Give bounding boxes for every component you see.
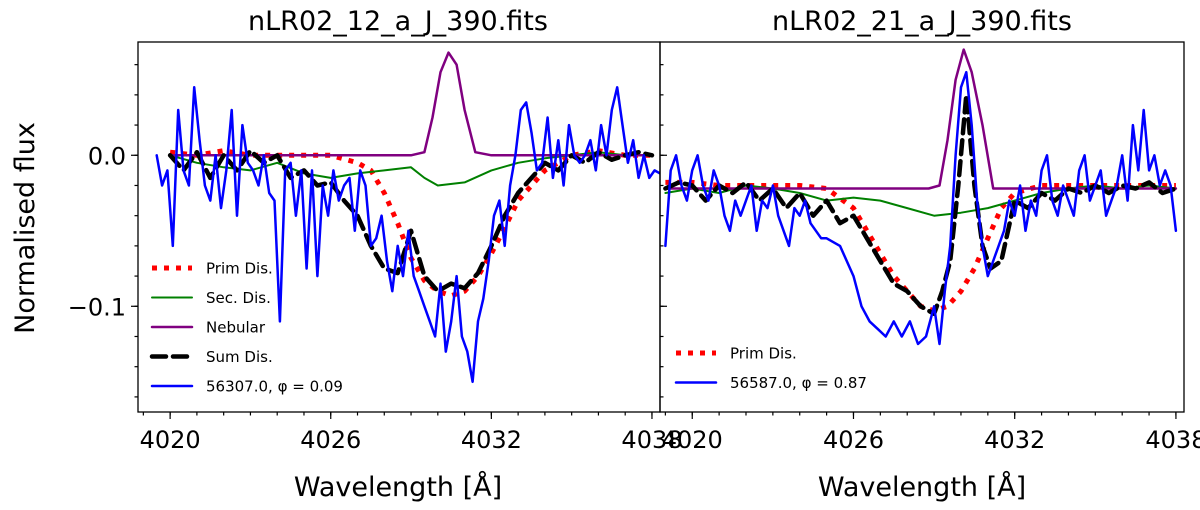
- right-legend: Prim Dis. 56587.0, φ = 0.87: [674, 345, 867, 392]
- x-tick-label: 4032: [461, 426, 522, 454]
- left-panel: nLR02_12_a_J_390.fits 4020 4026 4032 4038 W…: [131, 6, 683, 503]
- series-line-sum-panel-1: [663, 92, 1179, 317]
- legend-label-sum: Sum Dis.: [206, 348, 273, 366]
- left-x-ticks: 4020 4026 4032 4038: [140, 412, 683, 454]
- x-tick-label: 4038: [1145, 426, 1200, 454]
- y-axis-label: Normalised flux: [10, 122, 41, 334]
- x-tick-label: 4026: [300, 426, 361, 454]
- series-line-sec-panel-0: [169, 151, 653, 187]
- y-tick-labels: 0.0 −0.1: [68, 142, 126, 321]
- series-line-neb-panel-0: [168, 51, 654, 157]
- left-y-ticks: [131, 64, 138, 398]
- legend-label-prim: Prim Dis.: [206, 260, 273, 278]
- legend-label-obs: 56587.0, φ = 0.87: [730, 374, 867, 392]
- legend-label-sec: Sec. Dis.: [206, 289, 271, 307]
- series-line-prim-panel-1: [665, 179, 1176, 314]
- x-tick-label: 4020: [662, 426, 723, 454]
- right-plot-area: [663, 48, 1179, 346]
- series-line-sum-panel-0: [167, 148, 655, 294]
- y-tick-label: 0.0: [88, 142, 126, 170]
- right-axes-frame: [659, 41, 1185, 413]
- x-tick-label: 4026: [823, 426, 884, 454]
- series-line-obs-panel-1: [664, 70, 1178, 346]
- left-panel-title: nLR02_12_a_J_390.fits: [248, 6, 548, 37]
- left-plot-area: [155, 51, 660, 384]
- series-line-obs-panel-0: [155, 86, 660, 384]
- left-x-axis-label: Wavelength [Å]: [294, 471, 502, 503]
- legend-label-prim: Prim Dis.: [730, 345, 797, 363]
- legend-label-obs: 56307.0, φ = 0.09: [206, 378, 343, 396]
- x-tick-label: 4020: [140, 426, 201, 454]
- left-legend: Prim Dis. Sec. Dis. Nebular Sum Dis. 56307.0…: [149, 260, 343, 396]
- right-panel-title: nLR02_21_a_J_390.fits: [772, 6, 1072, 37]
- right-panel: nLR02_21_a_J_390.fits 4020 4026 4032 4038 W…: [659, 6, 1200, 503]
- legend-label-neb: Nebular: [206, 319, 266, 337]
- series-line-neb-panel-1: [664, 48, 1178, 190]
- x-tick-label: 4032: [984, 426, 1045, 454]
- y-tick-label: −0.1: [68, 293, 126, 321]
- right-y-ticks: [660, 64, 667, 398]
- right-x-ticks: 4020 4026 4032 4038: [662, 412, 1200, 454]
- right-x-axis-label: Wavelength [Å]: [818, 471, 1026, 503]
- x-tick-label: 4038: [621, 426, 682, 454]
